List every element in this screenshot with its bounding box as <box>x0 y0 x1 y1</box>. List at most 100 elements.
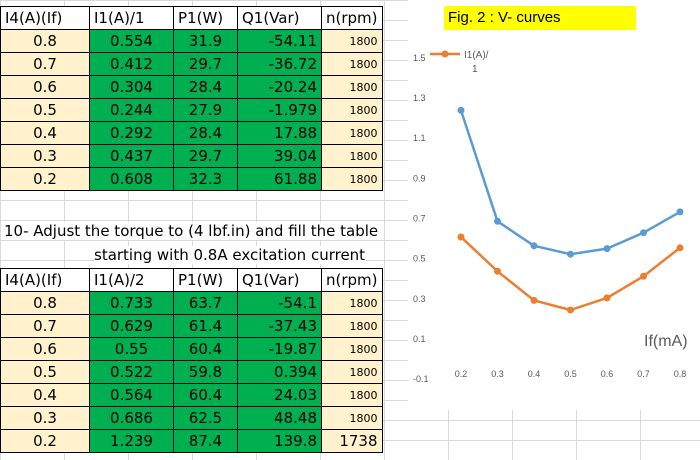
cell[interactable]: 0.8 <box>0 291 90 315</box>
cell[interactable]: 0.7 <box>0 52 90 76</box>
cell[interactable]: 29.7 <box>173 52 238 76</box>
cell[interactable]: 1800 <box>321 29 383 53</box>
cell[interactable]: -19.87 <box>237 337 322 361</box>
data-point[interactable] <box>567 250 574 258</box>
cell[interactable]: 0.3 <box>0 144 90 168</box>
cell[interactable]: 1800 <box>321 52 383 76</box>
cell[interactable]: 1800 <box>321 98 383 122</box>
cell[interactable]: 1800 <box>321 314 383 338</box>
cell[interactable]: 0.394 <box>237 360 322 384</box>
cell[interactable]: 0.564 <box>89 383 174 407</box>
cell[interactable]: 0.5 <box>0 360 90 384</box>
data-point[interactable] <box>530 242 538 250</box>
header-cell[interactable]: n(rpm) <box>321 268 383 292</box>
cell[interactable]: 17.88 <box>237 121 322 145</box>
cell[interactable]: 61.4 <box>173 314 238 338</box>
cell[interactable]: -37.43 <box>237 314 322 338</box>
cell[interactable]: 63.7 <box>173 291 238 315</box>
cell[interactable]: 1.239 <box>89 429 174 453</box>
data-point[interactable] <box>640 229 647 237</box>
cell[interactable]: 0.412 <box>89 52 174 76</box>
data-point[interactable] <box>494 267 501 275</box>
cell[interactable]: 24.03 <box>237 383 322 407</box>
cell[interactable]: 48.48 <box>237 406 322 430</box>
data-point[interactable] <box>676 244 684 252</box>
cell[interactable]: -54.11 <box>237 29 322 53</box>
cell[interactable]: 1800 <box>321 167 383 191</box>
cell[interactable]: 62.5 <box>173 406 238 430</box>
chart-object[interactable] <box>408 0 700 410</box>
cell[interactable]: 0.2 <box>0 429 90 453</box>
cell[interactable]: 0.244 <box>89 98 174 122</box>
cell[interactable]: 29.7 <box>173 144 238 168</box>
data-point[interactable] <box>494 217 501 225</box>
cell[interactable]: 0.608 <box>89 167 174 191</box>
cell[interactable]: 0.292 <box>89 121 174 145</box>
cell[interactable]: 39.04 <box>237 144 322 168</box>
header-cell[interactable]: P1(W) <box>173 268 238 292</box>
cell[interactable]: 0.686 <box>89 406 174 430</box>
data-point[interactable] <box>640 272 647 280</box>
cell[interactable]: 0.733 <box>89 291 174 315</box>
cell[interactable]: 0.3 <box>0 406 90 430</box>
cell[interactable]: 1800 <box>321 406 383 430</box>
cell[interactable]: 59.8 <box>173 360 238 384</box>
cell[interactable]: 0.629 <box>89 314 174 338</box>
header-cell[interactable]: Q1(Var) <box>237 268 322 292</box>
cell[interactable]: -54.1 <box>237 291 322 315</box>
cell[interactable]: 0.7 <box>0 314 90 338</box>
cell[interactable]: 60.4 <box>173 337 238 361</box>
series-line-1[interactable] <box>459 110 681 256</box>
data-point[interactable] <box>530 296 538 304</box>
cell[interactable]: 0.304 <box>89 75 174 99</box>
header-cell[interactable]: I4(A)(If) <box>0 6 90 30</box>
header-cell[interactable]: P1(W) <box>173 6 238 30</box>
series-line-2[interactable] <box>460 236 681 312</box>
cell[interactable]: 0.6 <box>0 75 90 99</box>
cell[interactable]: 0.55 <box>89 337 174 361</box>
cell[interactable]: 0.437 <box>89 144 174 168</box>
cell[interactable]: 1800 <box>321 360 383 384</box>
cell[interactable]: 1800 <box>321 337 383 361</box>
cell[interactable]: 1800 <box>321 75 383 99</box>
cell[interactable]: -20.24 <box>237 75 322 99</box>
cell[interactable]: 28.4 <box>173 75 238 99</box>
data-point[interactable] <box>457 106 465 114</box>
task-instruction[interactable]: 10- Adjust the torque to (4 lbf.in) and … <box>4 222 379 240</box>
cell[interactable]: 1800 <box>321 121 383 145</box>
cell[interactable]: 0.4 <box>0 121 90 145</box>
cell[interactable]: 0.4 <box>0 383 90 407</box>
cell[interactable]: 0.554 <box>89 29 174 53</box>
cell[interactable]: 139.8 <box>237 429 322 453</box>
cell[interactable]: 0.5 <box>0 98 90 122</box>
cell[interactable]: -36.72 <box>237 52 322 76</box>
cell[interactable]: -1.979 <box>237 98 322 122</box>
cell[interactable]: 1800 <box>321 144 383 168</box>
cell[interactable]: 28.4 <box>173 121 238 145</box>
header-cell[interactable]: I4(A)(If) <box>0 268 90 292</box>
data-point[interactable] <box>603 245 611 253</box>
data-point[interactable] <box>603 294 611 302</box>
cell[interactable]: 27.9 <box>173 98 238 122</box>
cell[interactable]: 0.6 <box>0 337 90 361</box>
cell[interactable]: 32.3 <box>173 167 238 191</box>
cell[interactable]: 87.4 <box>173 429 238 453</box>
v-curves-chart[interactable]: 1.5 1.3 1.1 0.9 0.7 0.5 0.3 0.1 -0.1 0.2 0.3 0.4 0.… <box>408 30 700 410</box>
task-instruction-continued[interactable]: starting with 0.8A excitation current <box>94 246 366 264</box>
data-point[interactable] <box>567 306 574 314</box>
cell[interactable]: 61.88 <box>237 167 322 191</box>
cell[interactable]: 1738 <box>321 429 383 453</box>
data-point[interactable] <box>676 208 684 216</box>
cell[interactable]: 0.2 <box>0 167 90 191</box>
header-cell[interactable]: I1(A)/1 <box>89 6 174 30</box>
cell[interactable]: 0.522 <box>89 360 174 384</box>
cell[interactable]: 0.8 <box>0 29 90 53</box>
cell[interactable]: 31.9 <box>173 29 238 53</box>
header-cell[interactable]: Q1(Var) <box>237 6 322 30</box>
header-cell[interactable]: n(rpm) <box>321 6 383 30</box>
cell[interactable]: 1800 <box>321 383 383 407</box>
cell[interactable]: 1800 <box>321 291 383 315</box>
data-point[interactable] <box>457 233 465 241</box>
header-cell[interactable]: I1(A)/2 <box>89 268 174 292</box>
cell[interactable]: 60.4 <box>173 383 238 407</box>
